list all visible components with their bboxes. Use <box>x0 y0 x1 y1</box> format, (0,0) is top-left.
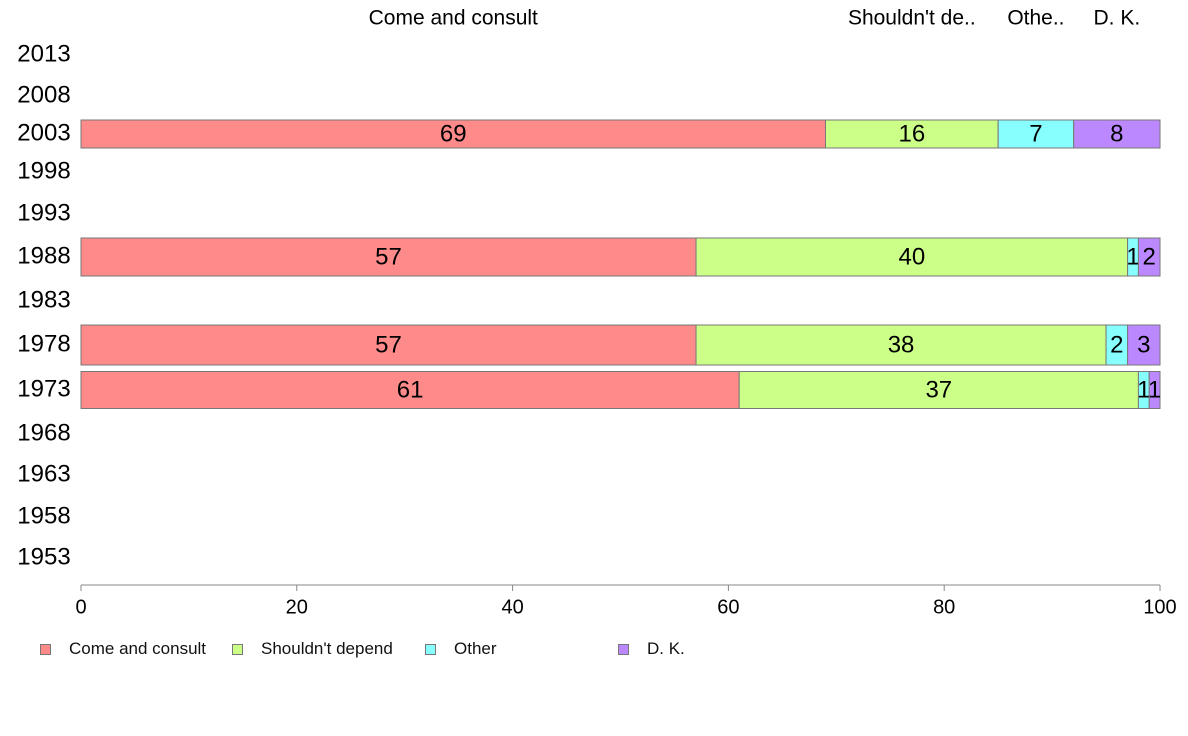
legend-label-come-and-consult: Come and consult <box>69 639 207 658</box>
bar-1978-series-0 <box>80 324 697 366</box>
column-header-series-1: Shouldn't de.. <box>848 7 976 30</box>
data-label-1988-series-3: 2 <box>1143 243 1156 270</box>
x-tick-label-60: 60 <box>717 596 739 618</box>
bar-1973-series-3 <box>1148 371 1161 409</box>
bar-2003-series-1 <box>825 119 999 149</box>
y-tick-label-1983: 1983 <box>17 286 70 313</box>
legend-item-come-and-consult: Come and consult <box>40 638 206 660</box>
legend-item-dk: D. K. <box>618 638 685 660</box>
data-label-2003-series-0: 69 <box>440 120 467 147</box>
data-label-2003-series-3: 8 <box>1110 120 1123 147</box>
data-label-1973-series-3: 1 <box>1148 376 1161 403</box>
column-header-series-3: D. K. <box>1093 7 1140 30</box>
data-label-2003-series-2: 7 <box>1029 120 1042 147</box>
data-label-1973-series-0: 61 <box>397 376 424 403</box>
y-tick-label-2008: 2008 <box>17 81 70 108</box>
bar-2003-series-2 <box>997 119 1075 149</box>
y-tick-label-1993: 1993 <box>17 199 70 226</box>
data-label-1973-series-1: 37 <box>925 376 952 403</box>
legend-swatch-shouldnt-depend <box>232 643 243 655</box>
bar-2003-series-0 <box>80 119 827 149</box>
bar-1978-series-3 <box>1127 324 1161 366</box>
legend-swatch-come-and-consult <box>40 643 51 655</box>
y-tick-label-1968: 1968 <box>17 419 70 446</box>
legend-item-other: Other <box>425 638 497 660</box>
data-label-1988-series-1: 40 <box>898 243 925 270</box>
data-label-1988-series-2: 1 <box>1126 243 1139 270</box>
x-tick-label-40: 40 <box>501 596 523 618</box>
chart-legend: Come and consult Shouldn't depend Other … <box>40 638 740 660</box>
bar-1988-series-1 <box>695 237 1129 277</box>
y-tick-label-1988: 1988 <box>17 242 70 269</box>
bar-1988-series-3 <box>1137 237 1161 277</box>
x-tick-label-100: 100 <box>1143 596 1176 618</box>
legend-label-shouldnt-depend: Shouldn't depend <box>261 639 393 658</box>
legend-label-dk: D. K. <box>647 639 685 658</box>
bar-1978-series-1 <box>695 324 1107 366</box>
bar-2003-series-3 <box>1073 119 1161 149</box>
x-tick-label-80: 80 <box>933 596 955 618</box>
y-tick-label-2013: 2013 <box>17 40 70 67</box>
x-tick-label-20: 20 <box>286 596 308 618</box>
bar-1988-series-0 <box>80 237 697 277</box>
y-tick-label-1998: 1998 <box>17 157 70 184</box>
y-tick-label-1958: 1958 <box>17 502 70 529</box>
y-tick-label-1963: 1963 <box>17 460 70 487</box>
bar-1973-series-1 <box>738 371 1139 409</box>
legend-item-shouldnt-depend: Shouldn't depend <box>232 638 393 660</box>
x-tick-label-0: 0 <box>75 596 86 618</box>
y-tick-label-2003: 2003 <box>17 119 70 146</box>
data-label-1978-series-0: 57 <box>375 331 402 358</box>
data-label-1978-series-2: 2 <box>1110 331 1123 358</box>
data-label-1978-series-1: 38 <box>888 331 915 358</box>
column-header-series-2: Othe.. <box>1007 7 1064 30</box>
data-label-1988-series-0: 57 <box>375 243 402 270</box>
data-label-1973-series-2: 1 <box>1137 376 1150 403</box>
legend-swatch-dk <box>618 643 629 655</box>
data-label-2003-series-1: 16 <box>898 120 925 147</box>
y-tick-label-1953: 1953 <box>17 543 70 570</box>
y-tick-label-1978: 1978 <box>17 330 70 357</box>
data-label-1978-series-3: 3 <box>1137 331 1150 358</box>
column-header-series-0: Come and consult <box>369 7 538 30</box>
legend-swatch-other <box>425 643 436 655</box>
legend-label-other: Other <box>454 639 497 658</box>
bar-1973-series-0 <box>80 371 740 409</box>
y-tick-label-1973: 1973 <box>17 375 70 402</box>
